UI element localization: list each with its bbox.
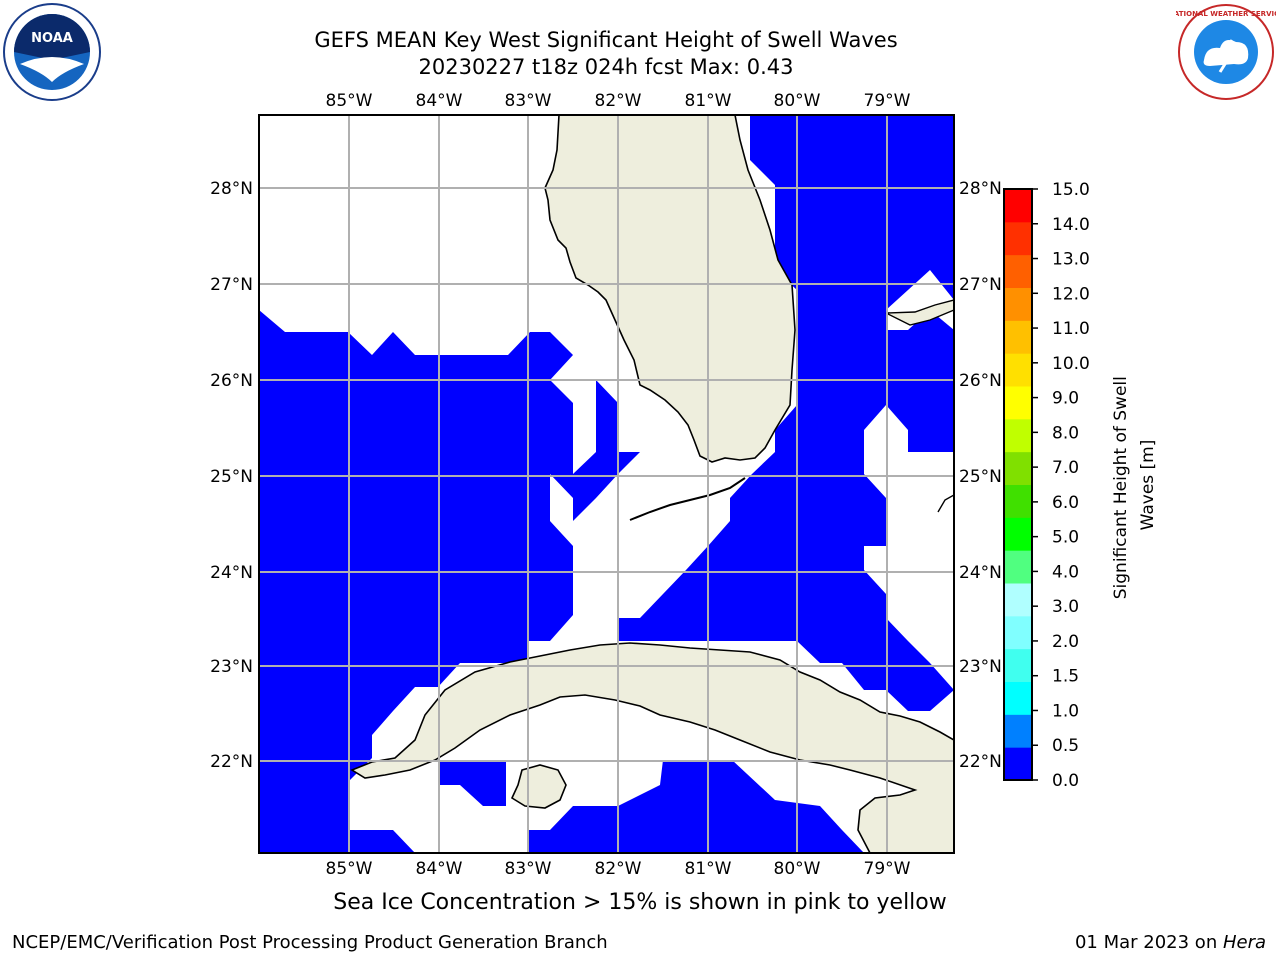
colorbar-bin: [1004, 517, 1032, 551]
lat-label: 26°N: [210, 371, 253, 391]
florida-land: [544, 115, 796, 463]
lat-label: 24°N: [210, 563, 253, 583]
colorbar-label: Significant Height of Swell Waves [m]: [1111, 371, 1158, 600]
colorbar-tick-label: 8.0: [1052, 423, 1079, 443]
colorbar-bin: [1004, 714, 1032, 748]
noaa-logo-text: NOAA: [31, 31, 73, 46]
lat-label: 23°N: [210, 657, 253, 677]
colorbar-bin: [1004, 550, 1032, 584]
swell-region-atlantic: [618, 115, 954, 711]
lon-label: 82°W: [595, 91, 642, 111]
sea-ice-note: Sea Ice Concentration > 15% is shown in …: [333, 890, 947, 915]
colorbar-tick-label: 5.0: [1052, 528, 1079, 548]
colorbar-tick-label: 14.0: [1052, 215, 1090, 235]
lon-label: 80°W: [774, 91, 821, 111]
lon-label: 82°W: [595, 859, 642, 879]
map-frame: [258, 114, 955, 854]
lon-label: 85°W: [326, 859, 373, 879]
colorbar-bin: [1004, 615, 1032, 650]
lon-labels-top: 85°W 84°W 83°W 82°W 81°W 80°W 79°W: [326, 91, 911, 111]
swell-regions: [259, 115, 954, 853]
colorbar-tick-label: 13.0: [1052, 250, 1090, 270]
lon-label: 81°W: [685, 859, 732, 879]
colorbar-tick-label: 4.0: [1052, 562, 1079, 582]
lon-label: 84°W: [416, 91, 463, 111]
nws-logo: NATIONAL WEATHER SERVICE: [1176, 4, 1276, 100]
footer-machine: Hera: [1222, 932, 1266, 953]
florida-keys: [629, 477, 746, 521]
colorbar-tick-label: 6.0: [1052, 493, 1079, 513]
colorbar-bin: [1004, 386, 1032, 420]
colorbar-tick-label: 1.5: [1052, 667, 1079, 687]
footer-date: 01 Mar 2023 on Hera: [1075, 932, 1266, 953]
colorbar-tick-label: 7.0: [1052, 458, 1079, 478]
noaa-logo: NOAA: [3, 3, 101, 101]
colorbar-bin: [1004, 648, 1032, 682]
lat-label: 22°N: [210, 752, 253, 772]
colorbar-bin: [1004, 747, 1032, 781]
lat-label: 25°N: [210, 467, 253, 487]
chart-title: GEFS MEAN Key West Significant Height of…: [314, 28, 898, 52]
colorbar-tick-label: 3.0: [1052, 597, 1079, 617]
swell-region-south: [528, 760, 864, 853]
andros-island: [937, 494, 954, 513]
lat-label: 26°N: [959, 371, 1002, 391]
lon-labels-bottom: 85°W 84°W 83°W 82°W 81°W 80°W 79°W: [326, 859, 911, 879]
colorbar-frame: [1003, 188, 1033, 781]
colorbar-tick-label: 0.5: [1052, 736, 1079, 756]
lat-labels-left: 28°N 27°N 26°N 25°N 24°N 23°N 22°N: [210, 179, 253, 772]
colorbar-tick-label: 2.0: [1052, 632, 1079, 652]
colorbar-bin: [1004, 254, 1032, 288]
isla-juventud: [510, 764, 567, 809]
lon-label: 83°W: [505, 859, 552, 879]
colorbar-bin: [1004, 681, 1032, 715]
colorbar-tick-label: 12.0: [1052, 284, 1090, 304]
lat-label: 22°N: [959, 752, 1002, 772]
colorbar-tick-label: 11.0: [1052, 319, 1090, 339]
lat-label: 23°N: [959, 657, 1002, 677]
lon-label: 79°W: [864, 859, 911, 879]
footer-credit: NCEP/EMC/Verification Post Processing Pr…: [12, 932, 608, 953]
lat-label: 28°N: [210, 179, 253, 199]
colorbar-tick-label: 9.0: [1052, 389, 1079, 409]
colorbar-bin: [1004, 451, 1032, 485]
lon-label: 81°W: [685, 91, 732, 111]
footer-date-text: 01 Mar 2023 on: [1074, 932, 1223, 953]
colorbar-bin: [1004, 484, 1032, 518]
colorbar-tick-label: 1.0: [1052, 701, 1079, 721]
lon-label: 80°W: [774, 859, 821, 879]
swell-region-gulf: [259, 310, 640, 853]
colorbar-label-line2: Waves [m]: [1138, 440, 1158, 531]
lon-label: 85°W: [326, 91, 373, 111]
lat-label: 24°N: [959, 563, 1002, 583]
colorbar-bin: [1004, 353, 1032, 387]
lat-label: 28°N: [959, 179, 1002, 199]
lon-label: 83°W: [505, 91, 552, 111]
colorbar-bin: [1004, 221, 1032, 256]
lat-labels-right: 28°N 27°N 26°N 25°N 24°N 23°N 22°N: [959, 179, 1002, 772]
chart-subtitle: 20230227 t18z 024h fcst Max: 0.43: [418, 55, 794, 79]
map-area: [259, 115, 954, 853]
colorbar: 0.0 0.5 1.0 1.5 2.0 3.0 4.0 5.0 6.0 7.0 8.0 9.0 10.0…: [1003, 180, 1090, 791]
colorbar-bin: [1004, 418, 1032, 453]
colorbar-tick-label: 15.0: [1052, 180, 1090, 200]
lat-label: 25°N: [959, 467, 1002, 487]
lon-label: 79°W: [864, 91, 911, 111]
lat-label: 27°N: [210, 275, 253, 295]
colorbar-bin: [1004, 189, 1032, 223]
colorbar-tick-label: 0.0: [1052, 771, 1079, 791]
bahamas-land: [885, 299, 954, 326]
colorbar-label-line1: Significant Height of Swell: [1111, 376, 1131, 599]
colorbar-bin: [1004, 320, 1032, 354]
lat-label: 27°N: [959, 275, 1002, 295]
colorbar-tick-label: 10.0: [1052, 354, 1090, 374]
colorbar-bin: [1004, 583, 1032, 617]
swell-region-south-small: [438, 760, 506, 806]
nws-logo-text: NATIONAL WEATHER SERVICE: [1176, 10, 1276, 18]
lon-label: 84°W: [416, 859, 463, 879]
cuba-land: [350, 642, 954, 853]
grid-lines: [259, 115, 954, 853]
colorbar-bin: [1004, 287, 1032, 321]
